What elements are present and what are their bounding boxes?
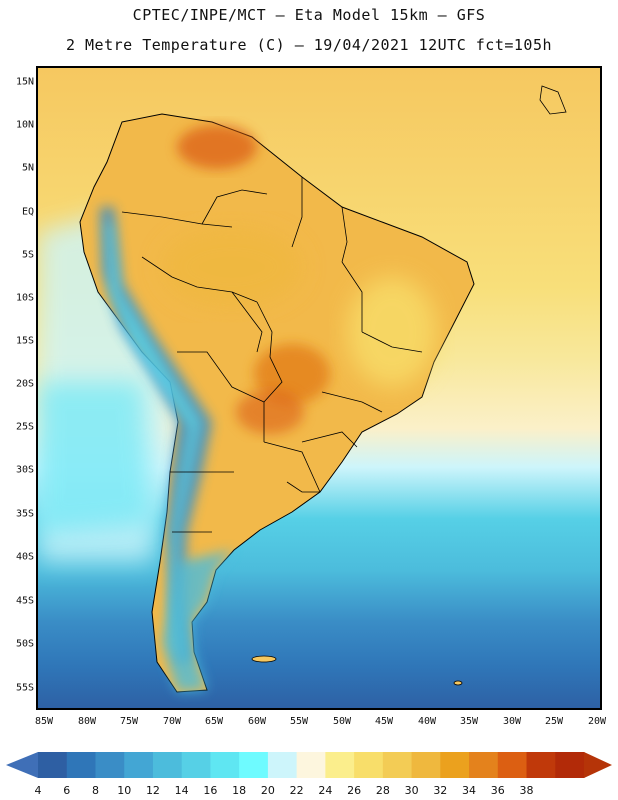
colorbar-swatch: [440, 752, 470, 778]
lon-label-75w: 75W: [119, 716, 139, 727]
colorbar-tick-label: 8: [91, 784, 99, 797]
chart-subtitle: 2 Metre Temperature (C) – 19/04/2021 12U…: [65, 36, 553, 54]
colorbar-swatch: [526, 752, 556, 778]
lat-label-5s: 5S: [21, 249, 34, 261]
colorbar-swatch: [411, 752, 441, 778]
lon-label-45w: 45W: [374, 716, 394, 727]
lat-label-35s: 35S: [15, 508, 34, 520]
temperature-colorbar: [6, 752, 612, 778]
colorbar-tick-label: 24: [318, 784, 333, 797]
lon-label-60w: 60W: [247, 716, 267, 727]
colorbar-tick-label: 16: [203, 784, 218, 797]
country-borders: [121, 177, 423, 533]
colorbar-tick-label: 4: [34, 784, 42, 797]
lat-label-5n: 5N: [21, 162, 34, 174]
colorbar-tick-label: 14: [174, 784, 189, 797]
lon-label-80w: 80W: [77, 716, 97, 727]
colorbar-tick-label: 22: [289, 784, 304, 797]
hot-spot-venezuela: [177, 125, 257, 169]
islands: [251, 85, 567, 686]
colorbar-tick-label: 20: [260, 784, 275, 797]
colorbar-swatch: [66, 752, 96, 778]
colorbar-over-arrow: [584, 752, 612, 778]
colorbar-swatch: [239, 752, 269, 778]
colorbar-swatch: [267, 752, 298, 778]
pacific-cold-band: [38, 382, 152, 532]
lon-label-35w: 35W: [459, 716, 479, 727]
colorbar-tick-label: 18: [232, 784, 247, 797]
colorbar-swatch: [152, 752, 183, 778]
colorbar-swatch: [210, 752, 240, 778]
colorbar-swatch: [325, 752, 355, 778]
lon-label-30w: 30W: [502, 716, 522, 727]
hot-spot-paraguay: [254, 344, 330, 404]
lat-label-10n: 10N: [15, 119, 34, 131]
lat-label-50s: 50S: [15, 638, 34, 650]
colorbar-swatch: [469, 752, 499, 778]
lon-label-20w: 20W: [587, 716, 607, 727]
colorbar-tick-label: 30: [404, 784, 419, 797]
lat-label-15s: 15S: [15, 335, 34, 347]
colorbar-swatch: [354, 752, 384, 778]
colorbar-tick-label: 34: [462, 784, 477, 797]
colorbar-tick-label: 26: [347, 784, 362, 797]
colorbar-swatch: [38, 752, 68, 778]
mild-brazil-highlands: [347, 277, 437, 387]
colorbar-tick-label: 32: [433, 784, 448, 797]
hot-spot-chaco: [236, 390, 304, 434]
lat-label-45s: 45S: [15, 595, 34, 607]
lat-label-30s: 30S: [15, 464, 34, 476]
colorbar-swatch: [497, 752, 528, 778]
temperature-map: [38, 68, 600, 708]
lat-label-eq: EQ: [21, 206, 34, 218]
colorbar-swatch: [95, 752, 125, 778]
lon-label-55w: 55W: [289, 716, 309, 727]
lon-label-40w: 40W: [417, 716, 437, 727]
colorbar-swatch: [382, 752, 413, 778]
lat-label-55s: 55S: [15, 682, 34, 694]
colorbar-tick-label: 6: [63, 784, 71, 797]
colorbar-swatch: [296, 752, 326, 778]
colorbar-tick-label: 12: [145, 784, 160, 797]
lat-label-40s: 40S: [15, 551, 34, 563]
colorbar-swatch: [124, 752, 154, 778]
colorbar-tick-label: 10: [117, 784, 132, 797]
colorbar-tick-label: 38: [519, 784, 534, 797]
colorbar-swatch: [181, 752, 211, 778]
lon-label-65w: 65W: [204, 716, 224, 727]
colorbar-tick-label: 28: [375, 784, 390, 797]
lon-label-85w: 85W: [34, 716, 54, 727]
lon-label-25w: 25W: [544, 716, 564, 727]
lon-label-70w: 70W: [162, 716, 182, 727]
colorbar-tick-label: 36: [490, 784, 505, 797]
map-panel: [36, 66, 602, 710]
patagonia-cool: [162, 550, 234, 692]
lat-label-20s: 20S: [15, 378, 34, 390]
chart-title: CPTEC/INPE/MCT – Eta Model 15km – GFS: [132, 6, 486, 24]
warm-amazon: [162, 227, 302, 307]
lon-label-50w: 50W: [332, 716, 352, 727]
colorbar-swatch: [555, 752, 585, 778]
lat-label-25s: 25S: [15, 421, 34, 433]
lat-label-10s: 10S: [15, 292, 34, 304]
andes-cool-fringe: [106, 222, 200, 652]
lat-label-15n: 15N: [15, 76, 34, 88]
colorbar-under-arrow: [6, 752, 38, 778]
